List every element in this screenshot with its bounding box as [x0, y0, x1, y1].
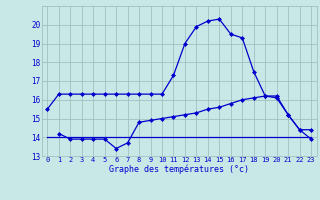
X-axis label: Graphe des températures (°c): Graphe des températures (°c) [109, 165, 249, 174]
